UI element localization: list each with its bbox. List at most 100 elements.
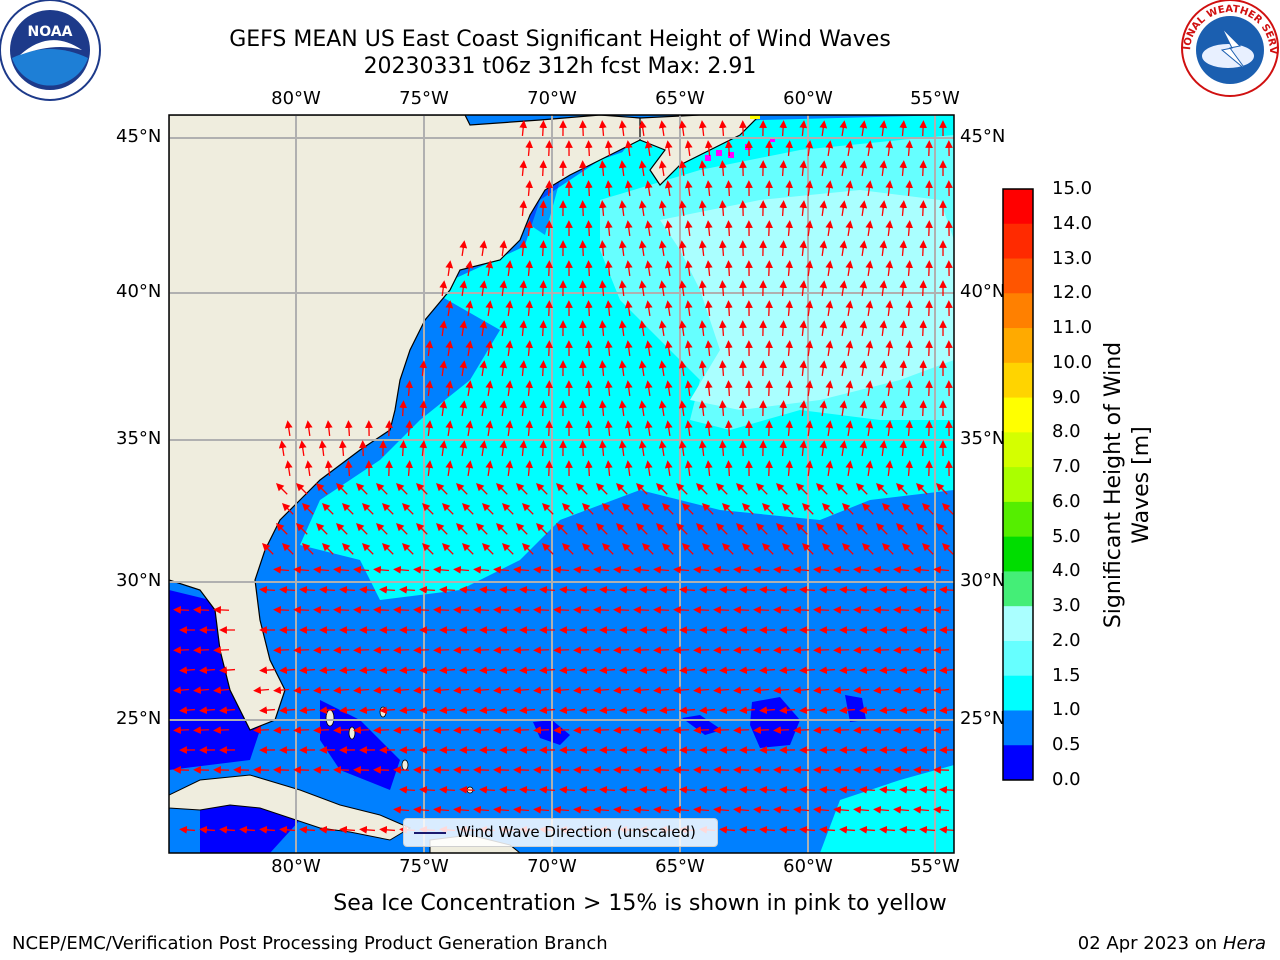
wind-wave-arrow xyxy=(359,825,376,834)
wind-wave-arrow xyxy=(493,686,510,695)
wind-wave-arrow xyxy=(845,140,854,157)
wind-wave-arrow xyxy=(845,420,854,437)
wind-wave-arrow xyxy=(321,502,334,515)
wind-wave-arrow xyxy=(561,542,574,555)
wind-wave-arrow xyxy=(661,542,674,555)
wind-wave-arrow xyxy=(805,220,814,237)
wind-wave-arrow xyxy=(799,585,816,594)
wind-wave-arrow xyxy=(459,240,468,257)
wind-wave-arrow xyxy=(618,120,627,137)
wind-wave-arrow xyxy=(785,140,794,157)
wind-wave-arrow xyxy=(618,240,627,257)
legend-label: Wind Wave Direction (unscaled) xyxy=(456,823,696,841)
wind-wave-arrow xyxy=(379,706,396,715)
wind-wave-arrow xyxy=(459,666,476,675)
wind-wave-arrow xyxy=(179,825,196,834)
lat-tick-right-35n: 35°N xyxy=(960,428,1006,449)
wind-wave-arrow xyxy=(465,460,474,477)
wind-wave-arrow xyxy=(799,360,808,377)
wind-wave-arrow xyxy=(801,542,814,555)
wind-wave-arrow xyxy=(525,140,534,157)
wind-wave-arrow xyxy=(533,686,550,695)
colorbar-swatch xyxy=(1003,293,1033,329)
wind-wave-arrow xyxy=(819,120,828,137)
wind-wave-arrow xyxy=(795,522,808,535)
wind-wave-arrow xyxy=(584,380,593,397)
wind-wave-arrow xyxy=(624,380,633,397)
wind-wave-arrow xyxy=(519,666,536,675)
colorbar-swatch xyxy=(1003,467,1033,503)
wind-wave-arrow xyxy=(419,666,436,675)
wind-wave-arrow xyxy=(779,120,788,137)
wind-wave-arrow xyxy=(461,542,474,555)
wind-wave-arrow xyxy=(584,300,593,317)
wind-wave-arrow xyxy=(775,482,788,495)
wind-wave-arrow xyxy=(638,360,647,377)
wind-wave-arrow xyxy=(785,180,794,197)
wind-wave-arrow xyxy=(773,565,790,574)
colorbar-swatch xyxy=(1003,397,1033,433)
wind-wave-arrow xyxy=(644,260,653,277)
wind-wave-arrow xyxy=(601,502,614,515)
wind-wave-arrow xyxy=(779,785,796,794)
wind-wave-arrow xyxy=(684,380,693,397)
wind-wave-arrow xyxy=(618,440,627,457)
wind-wave-arrow xyxy=(819,825,836,834)
wind-wave-arrow xyxy=(895,482,908,495)
wind-wave-arrow xyxy=(678,360,687,377)
lat-tick-left-25n: 25°N xyxy=(116,708,162,729)
wind-wave-arrow xyxy=(399,585,416,594)
colorbar-tick: 1.5 xyxy=(1052,664,1081,686)
wind-wave-arrow xyxy=(805,260,814,277)
noaa-logo: NOAA xyxy=(0,0,101,101)
wind-wave-arrow xyxy=(693,805,710,814)
wind-wave-arrow xyxy=(841,502,854,515)
wind-wave-arrow xyxy=(525,380,534,397)
wind-wave-arrow xyxy=(659,666,676,675)
wind-wave-arrow xyxy=(698,240,707,257)
wind-wave-arrow xyxy=(613,565,630,574)
wind-wave-arrow xyxy=(733,565,750,574)
wind-wave-arrow xyxy=(664,380,673,397)
wind-wave-arrow xyxy=(575,522,588,535)
wind-wave-arrow xyxy=(635,522,648,535)
wind-wave-arrow xyxy=(819,666,836,675)
wind-wave-arrow xyxy=(213,686,230,695)
wind-wave-arrow xyxy=(473,565,490,574)
wind-wave-arrow xyxy=(573,686,590,695)
wind-wave-arrow xyxy=(713,686,730,695)
wind-wave-arrow xyxy=(445,340,454,357)
wind-wave-arrow xyxy=(901,502,914,515)
wind-wave-arrow xyxy=(413,565,430,574)
wind-wave-arrow xyxy=(445,420,454,437)
wind-wave-arrow xyxy=(653,726,670,734)
wind-wave-arrow xyxy=(459,440,468,457)
wind-wave-arrow xyxy=(519,320,528,337)
wind-wave-arrow xyxy=(905,380,914,397)
wind-wave-arrow xyxy=(718,120,727,137)
wind-wave-arrow xyxy=(879,360,888,377)
wind-wave-arrow xyxy=(825,460,834,477)
lon-tick-bottom-80w: 80°W xyxy=(271,856,321,877)
wind-wave-arrow xyxy=(773,686,790,695)
wind-wave-arrow xyxy=(719,666,736,675)
wind-wave-arrow xyxy=(295,522,308,535)
wind-wave-arrow xyxy=(859,785,876,794)
wind-wave-arrow xyxy=(525,300,534,317)
wind-wave-arrow xyxy=(638,320,647,337)
wind-wave-arrow xyxy=(893,726,910,734)
wind-wave-arrow xyxy=(658,120,667,137)
wind-wave-arrow xyxy=(719,825,736,834)
wind-wave-arrow xyxy=(439,666,456,675)
wind-wave-arrow xyxy=(921,542,934,555)
wind-wave-arrow xyxy=(501,542,514,555)
wind-wave-arrow xyxy=(679,706,696,715)
wind-wave-arrow xyxy=(499,280,508,297)
wind-wave-arrow xyxy=(633,726,650,734)
wind-wave-arrow xyxy=(381,502,394,515)
wind-wave-arrow xyxy=(724,180,733,197)
wind-wave-arrow xyxy=(599,706,616,715)
wind-wave-arrow xyxy=(519,706,536,715)
wind-wave-arrow xyxy=(845,220,854,237)
wind-wave-arrow xyxy=(624,220,633,237)
